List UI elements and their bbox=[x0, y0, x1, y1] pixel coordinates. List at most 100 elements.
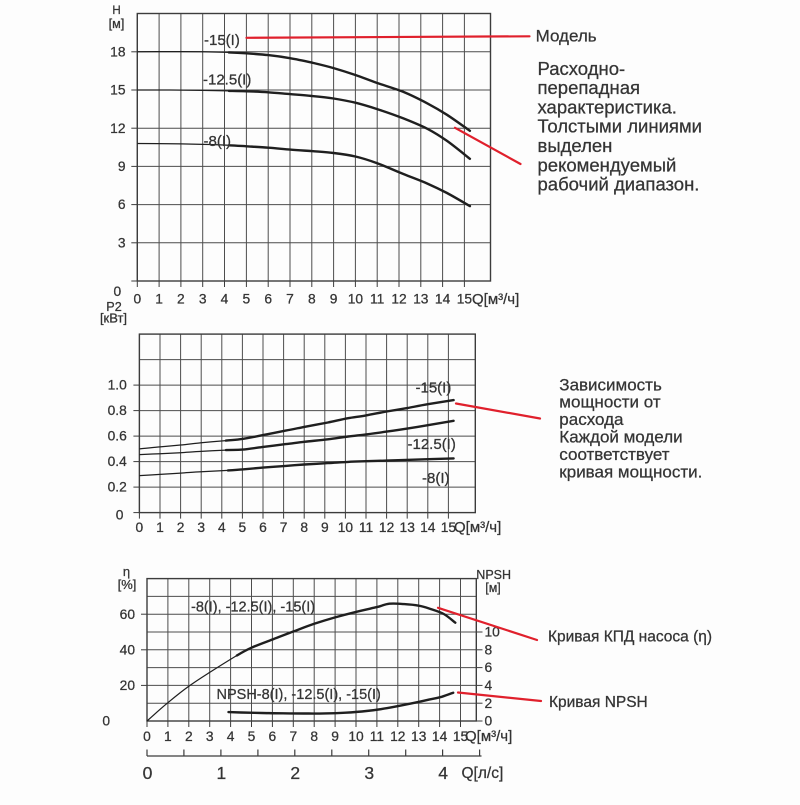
svg-text:3: 3 bbox=[206, 729, 214, 744]
svg-text:Модель: Модель bbox=[536, 27, 597, 46]
svg-text:4: 4 bbox=[485, 678, 493, 693]
svg-text:9: 9 bbox=[321, 520, 329, 535]
svg-text:-8(I), -12.5(I), -15(I): -8(I), -12.5(I), -15(I) bbox=[191, 600, 315, 616]
svg-text:2: 2 bbox=[485, 696, 493, 711]
svg-text:10: 10 bbox=[485, 625, 501, 640]
svg-text:0.4: 0.4 bbox=[108, 454, 128, 469]
svg-text:0: 0 bbox=[114, 284, 122, 299]
svg-text:NPSH: NPSH bbox=[476, 568, 511, 582]
svg-text:кривая мощности.: кривая мощности. bbox=[559, 462, 702, 481]
svg-text:6: 6 bbox=[264, 292, 272, 307]
svg-text:P2: P2 bbox=[106, 300, 121, 314]
svg-text:Расходно-: Расходно- bbox=[538, 58, 626, 79]
svg-text:Каждой модели: Каждой модели bbox=[559, 428, 682, 447]
svg-text:Зависимость: Зависимость bbox=[559, 375, 662, 394]
svg-text:рабочий диапазон.: рабочий диапазон. bbox=[538, 174, 700, 195]
svg-text:Q[м³/ч]: Q[м³/ч] bbox=[465, 728, 512, 745]
svg-text:13: 13 bbox=[411, 729, 427, 744]
svg-text:8: 8 bbox=[308, 292, 316, 307]
svg-text:H: H bbox=[112, 5, 120, 17]
svg-text:4: 4 bbox=[438, 763, 448, 783]
svg-text:2: 2 bbox=[177, 520, 185, 535]
svg-text:мощности от: мощности от bbox=[559, 393, 661, 412]
svg-text:10: 10 bbox=[348, 292, 364, 307]
svg-text:0.8: 0.8 bbox=[108, 403, 128, 418]
svg-text:7: 7 bbox=[289, 729, 297, 744]
svg-text:7: 7 bbox=[280, 520, 288, 535]
svg-text:8: 8 bbox=[310, 729, 318, 744]
svg-text:[%]: [%] bbox=[118, 577, 137, 592]
svg-text:-12.5(I): -12.5(I) bbox=[408, 436, 456, 453]
svg-text:-15(I): -15(I) bbox=[416, 380, 452, 397]
svg-text:11: 11 bbox=[359, 520, 373, 535]
svg-text:7: 7 bbox=[286, 292, 294, 307]
svg-text:3: 3 bbox=[364, 763, 374, 783]
svg-text:5: 5 bbox=[239, 520, 247, 535]
svg-text:12: 12 bbox=[110, 121, 125, 136]
svg-text:расхода: расхода bbox=[559, 410, 624, 429]
svg-text:13: 13 bbox=[400, 520, 416, 535]
svg-text:0: 0 bbox=[143, 763, 153, 783]
svg-text:15: 15 bbox=[457, 292, 473, 307]
svg-text:3: 3 bbox=[199, 292, 207, 307]
svg-text:2: 2 bbox=[290, 763, 300, 783]
svg-text:12: 12 bbox=[379, 520, 394, 535]
svg-text:рекомендуемый: рекомендуемый bbox=[538, 154, 677, 175]
svg-text:перепадная: перепадная bbox=[538, 77, 641, 98]
svg-text:0.2: 0.2 bbox=[108, 480, 127, 495]
svg-text:Q[л/с]: Q[л/с] bbox=[462, 765, 504, 782]
svg-text:-12.5(I): -12.5(I) bbox=[203, 72, 251, 89]
svg-text:6: 6 bbox=[259, 520, 267, 535]
svg-text:Кривая NPSH: Кривая NPSH bbox=[549, 694, 648, 711]
svg-text:5: 5 bbox=[248, 729, 256, 744]
svg-text:[м]: [м] bbox=[485, 581, 501, 595]
svg-text:0: 0 bbox=[485, 714, 493, 729]
svg-text:6: 6 bbox=[269, 729, 277, 744]
svg-text:14: 14 bbox=[435, 292, 451, 307]
svg-text:9: 9 bbox=[331, 729, 339, 744]
svg-text:1: 1 bbox=[164, 729, 172, 744]
svg-text:0: 0 bbox=[116, 508, 124, 523]
svg-text:12: 12 bbox=[391, 292, 406, 307]
svg-text:14: 14 bbox=[432, 729, 448, 744]
svg-text:20: 20 bbox=[120, 678, 136, 693]
svg-text:η: η bbox=[123, 564, 130, 579]
svg-text:15: 15 bbox=[441, 520, 457, 535]
svg-text:12: 12 bbox=[390, 729, 405, 744]
svg-text:40: 40 bbox=[120, 642, 136, 657]
svg-text:-8(I): -8(I) bbox=[204, 133, 232, 150]
svg-text:0: 0 bbox=[102, 714, 110, 729]
svg-text:13: 13 bbox=[413, 292, 429, 307]
svg-text:18: 18 bbox=[110, 44, 126, 59]
svg-text:Толстыми линиями: Толстыми линиями bbox=[538, 116, 703, 137]
svg-text:4: 4 bbox=[221, 292, 229, 307]
svg-text:10: 10 bbox=[348, 729, 364, 744]
svg-text:14: 14 bbox=[420, 520, 436, 535]
svg-text:4: 4 bbox=[218, 520, 226, 535]
svg-text:0: 0 bbox=[133, 292, 141, 307]
svg-text:-15(I): -15(I) bbox=[204, 32, 240, 49]
svg-text:2: 2 bbox=[185, 729, 193, 744]
svg-text:1: 1 bbox=[155, 292, 163, 307]
svg-text:11: 11 bbox=[370, 729, 384, 744]
svg-text:-8(I): -8(I) bbox=[422, 470, 450, 487]
svg-text:характеристика.: характеристика. bbox=[538, 96, 677, 117]
svg-text:9: 9 bbox=[330, 292, 338, 307]
svg-text:60: 60 bbox=[120, 607, 136, 622]
svg-text:1.0: 1.0 bbox=[108, 378, 128, 393]
svg-text:3: 3 bbox=[118, 235, 126, 250]
svg-text:15: 15 bbox=[110, 83, 126, 98]
svg-text:8: 8 bbox=[485, 642, 493, 657]
svg-text:10: 10 bbox=[338, 520, 354, 535]
svg-text:[м]: [м] bbox=[109, 17, 125, 31]
svg-text:соответствует: соответствует bbox=[559, 445, 669, 464]
svg-text:9: 9 bbox=[118, 159, 126, 174]
svg-text:0: 0 bbox=[143, 729, 151, 744]
svg-text:Q[м³/ч]: Q[м³/ч] bbox=[454, 519, 501, 536]
svg-text:6: 6 bbox=[485, 660, 493, 675]
svg-text:2: 2 bbox=[177, 292, 185, 307]
svg-text:3: 3 bbox=[197, 520, 205, 535]
svg-text:6: 6 bbox=[118, 197, 126, 212]
svg-text:8: 8 bbox=[300, 520, 308, 535]
svg-text:выделен: выделен bbox=[538, 135, 613, 156]
